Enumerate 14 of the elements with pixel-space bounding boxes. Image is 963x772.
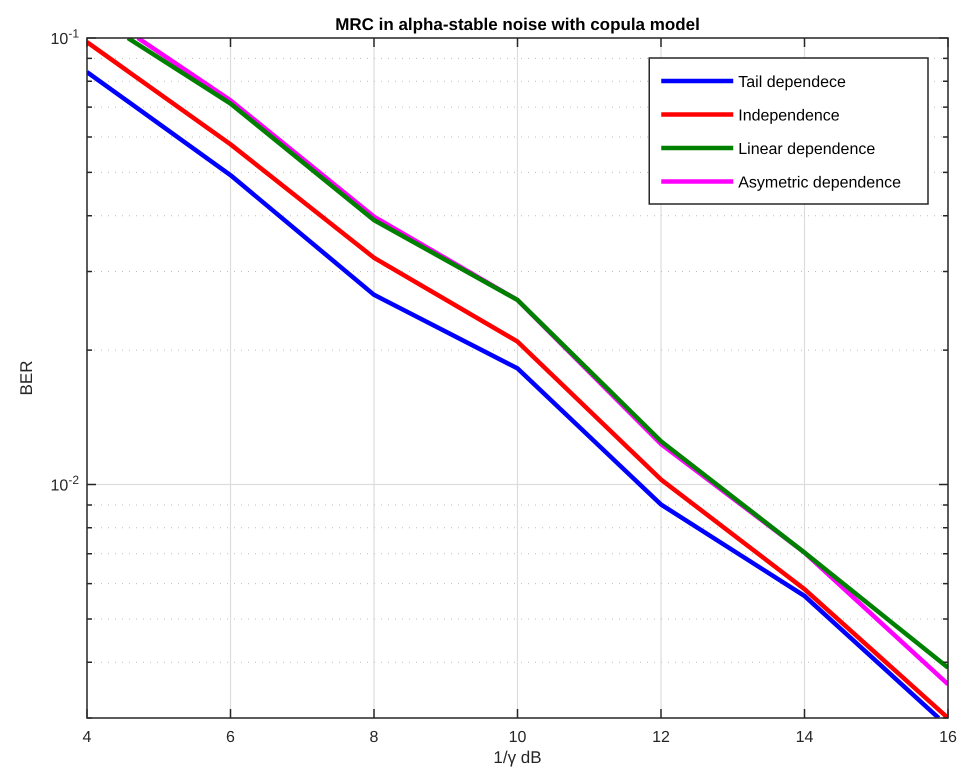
x-tick-label: 6 (226, 729, 236, 746)
x-axis-title: 1/γ dB (493, 748, 542, 767)
chart-title: MRC in alpha-stable noise with copula model (335, 15, 700, 34)
x-tick-label: 4 (82, 729, 92, 746)
x-tick-label: 12 (652, 729, 670, 746)
x-tick-label: 8 (370, 729, 379, 746)
legend-label: Asymetric dependence (738, 174, 902, 192)
x-tick-label: 16 (939, 729, 957, 746)
y-axis-title: BER (17, 360, 36, 396)
legend-label: Tail dependece (738, 74, 846, 91)
legend-label: Independence (738, 108, 840, 124)
legend-label: Linear dependence (738, 141, 876, 158)
x-tick-label: 14 (796, 729, 814, 746)
x-tick-label: 10 (508, 729, 526, 746)
